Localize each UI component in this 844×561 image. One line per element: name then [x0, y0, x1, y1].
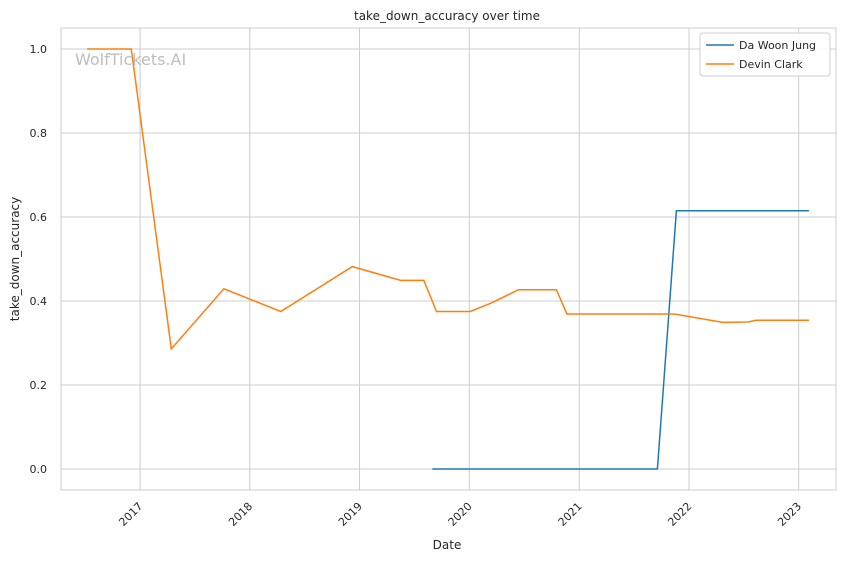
x-tick-label: 2018: [226, 500, 255, 529]
x-axis-label: Date: [433, 538, 462, 552]
chart-title: take_down_accuracy over time: [354, 9, 540, 23]
y-tick-label: 0.2: [30, 379, 48, 392]
legend-box: [699, 32, 831, 77]
y-axis-label: take_down_accuracy: [8, 197, 22, 321]
y-tick-label: 1.0: [30, 43, 48, 56]
x-tick-label: 2023: [775, 500, 804, 529]
x-tick-label: 2019: [336, 500, 365, 529]
y-tick-label: 0.8: [30, 127, 48, 140]
plot-frame: [60, 27, 837, 491]
y-tick-label: 0.6: [30, 211, 48, 224]
watermark: WolfTickets.AI: [75, 50, 186, 69]
legend-label-devin-clark: Devin Clark: [739, 58, 803, 71]
series-line-da-woon-jung: [432, 209, 809, 470]
series-lines: [86, 48, 809, 470]
legend-label-da-woon-jung: Da Woon Jung: [739, 39, 816, 52]
y-tick-label: 0.4: [30, 295, 48, 308]
x-tick-label: 2021: [556, 500, 585, 529]
grid: [61, 28, 836, 490]
x-tick-label: 2017: [116, 500, 145, 529]
x-axis-ticks: 2017 2018 2019 2020 2021 2022 2023: [116, 500, 804, 529]
legend: Da Woon Jung Devin Clark: [699, 32, 831, 77]
x-tick-label: 2022: [665, 500, 694, 529]
y-axis-ticks: 0.0 0.2 0.4 0.6 0.8 1.0: [30, 43, 48, 476]
x-tick-label: 2020: [446, 500, 475, 529]
series-line-devin-clark: [86, 48, 809, 351]
y-tick-label: 0.0: [30, 463, 48, 476]
